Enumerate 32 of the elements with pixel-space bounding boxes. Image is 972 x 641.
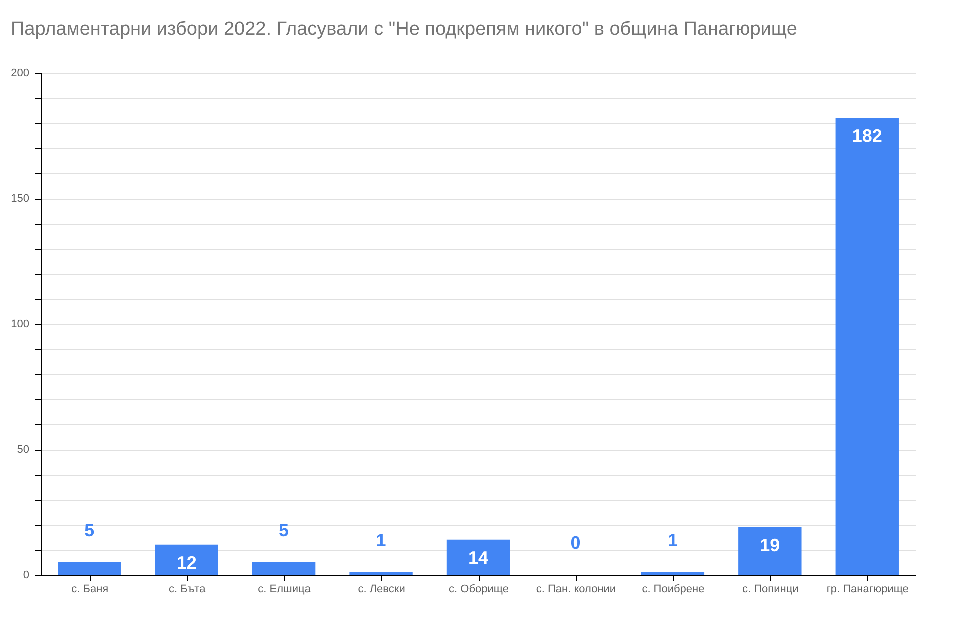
x-tick-label: с. Левски xyxy=(358,584,406,596)
data-label: 182 xyxy=(852,126,882,146)
y-tick-label: 100 xyxy=(11,318,30,330)
bar xyxy=(836,118,899,575)
x-tick-label: гр. Панагюрище xyxy=(826,584,909,596)
data-label: 0 xyxy=(570,533,581,553)
bar xyxy=(58,562,122,575)
data-label: 5 xyxy=(84,520,95,540)
data-label: 5 xyxy=(279,520,290,540)
bar xyxy=(641,572,705,575)
y-tick-label: 0 xyxy=(23,570,30,582)
x-tick-label: с. Бъта xyxy=(168,584,207,596)
y-tick-label: 50 xyxy=(17,444,30,456)
bar xyxy=(252,562,316,575)
data-label: 12 xyxy=(176,552,197,573)
bar xyxy=(155,544,218,575)
data-label: 14 xyxy=(468,548,489,568)
bar xyxy=(738,527,802,575)
x-tick-label: с. Оборище xyxy=(449,584,509,596)
bar xyxy=(446,540,510,575)
x-tick-label: с. Попинци xyxy=(742,584,799,596)
data-label: 1 xyxy=(376,530,386,550)
x-tick-label: с. Поибрене xyxy=(642,584,705,596)
data-label: 19 xyxy=(760,535,780,556)
data-label: 1 xyxy=(668,530,678,550)
y-tick-label: 150 xyxy=(11,193,30,205)
x-tick-label: с. Елшица xyxy=(258,584,312,596)
bar xyxy=(350,572,413,575)
chart-title: Парламентарни избори 2022. Гласували с "Не подкрепям никого" в община Панагюрище xyxy=(11,19,798,40)
y-tick-label: 200 xyxy=(11,68,30,80)
x-tick-label: с. Баня xyxy=(72,584,109,596)
x-tick-label: с. Пан. колонии xyxy=(536,584,616,596)
